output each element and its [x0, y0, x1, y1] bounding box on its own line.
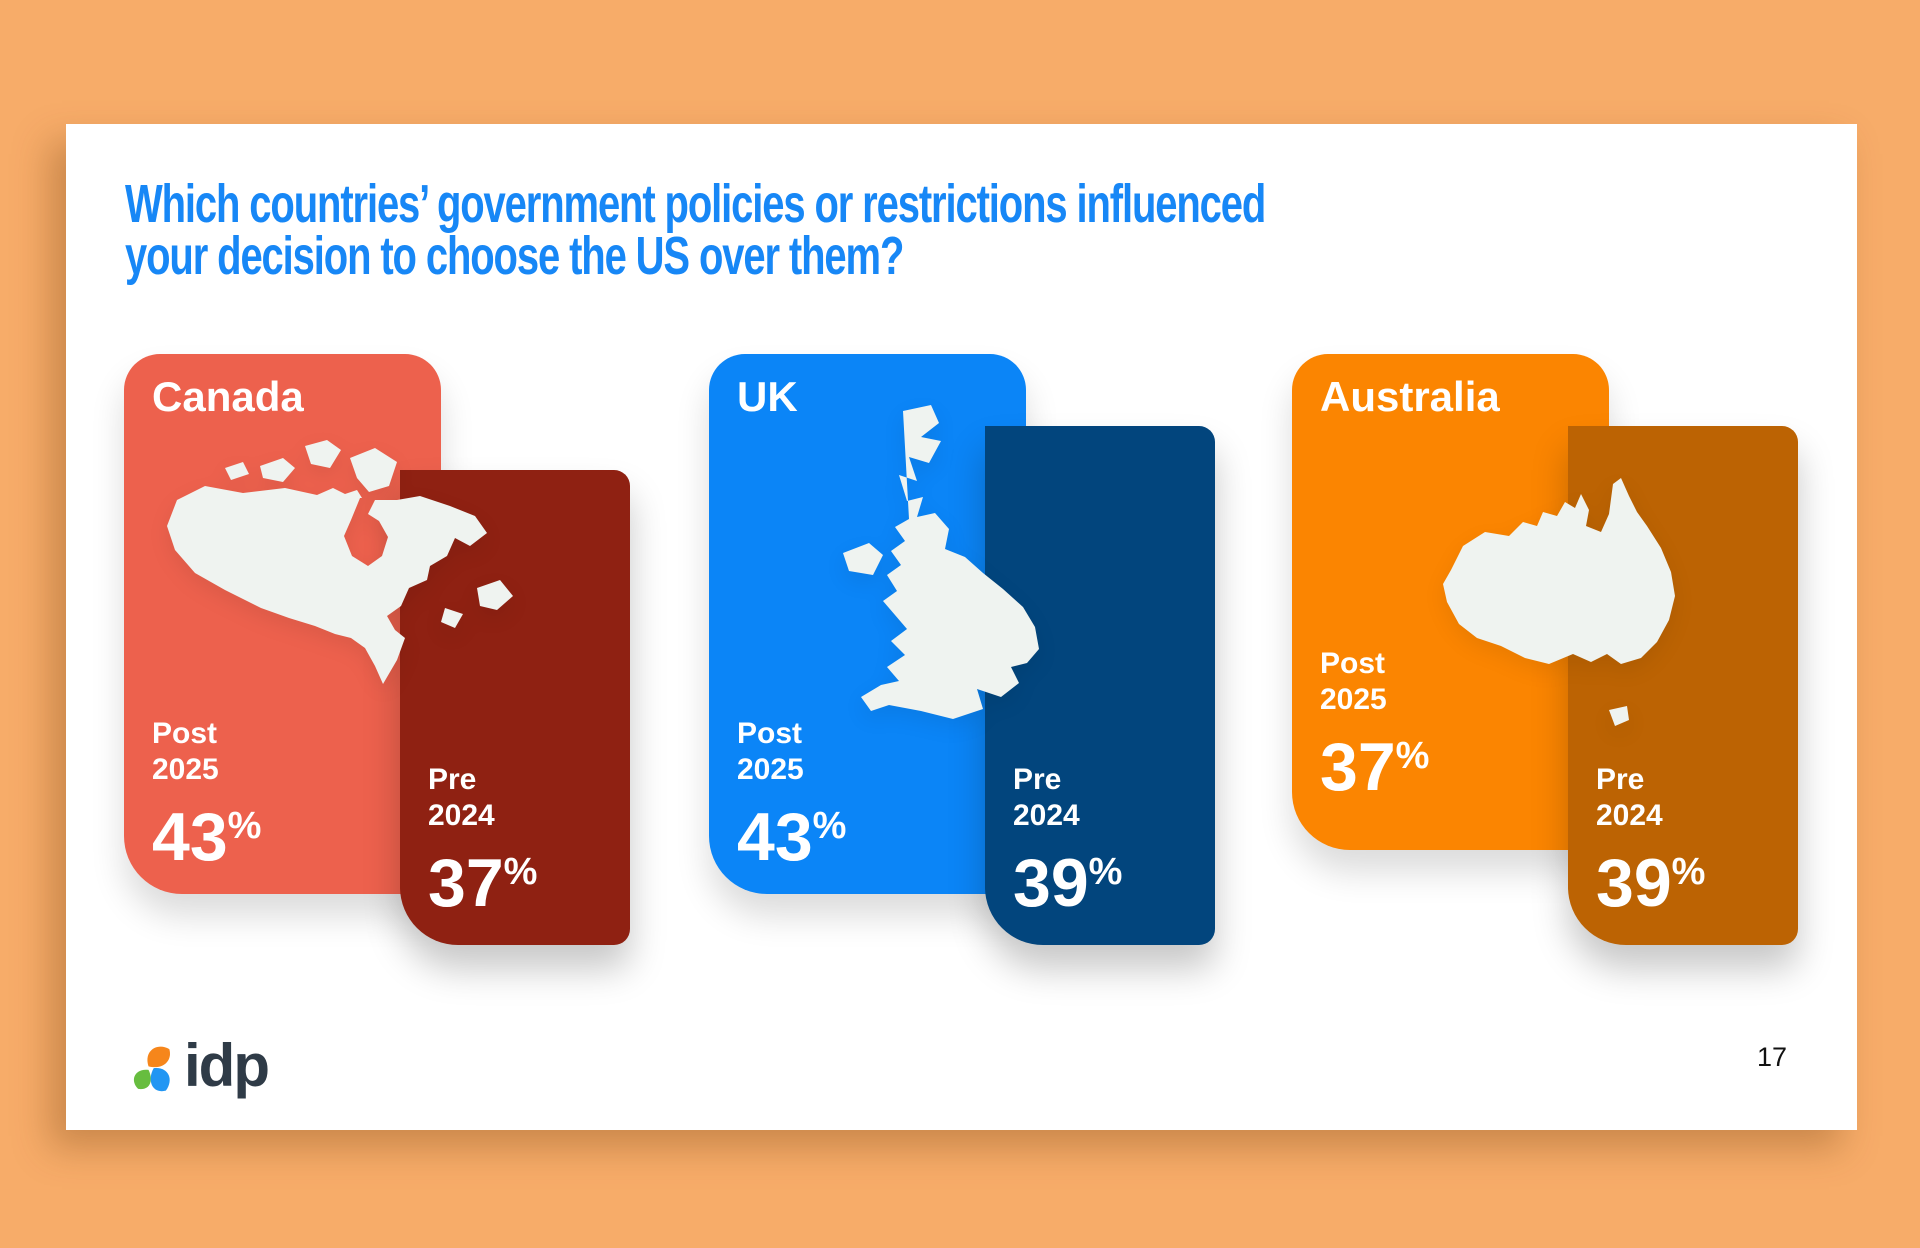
australia-pre-period-line1: Pre — [1596, 763, 1645, 796]
percent-sign: % — [812, 805, 847, 847]
page-number: 17 — [1756, 1042, 1788, 1072]
australia-label: Australia — [1320, 373, 1500, 420]
percent-sign: % — [227, 805, 262, 847]
canada-post-value: 43% — [152, 799, 262, 875]
uk-pre-period-line2: 2024 — [1013, 799, 1080, 832]
australia-post-period-line1: Post — [1320, 647, 1386, 680]
canada-label: Canada — [152, 373, 304, 420]
percent-sign: % — [1671, 851, 1706, 893]
canada-post-period-line2: 2025 — [152, 753, 219, 786]
idp-petal-green — [133, 1069, 151, 1090]
slide: Which countries’ government policies or … — [66, 124, 1857, 1130]
australia-post-value: 37% — [1320, 729, 1430, 805]
uk-post-period-line1: Post — [737, 717, 803, 750]
australia-pre-period-line2: 2024 — [1596, 799, 1663, 832]
percent-sign: % — [1088, 851, 1123, 893]
uk-post-period-line2: 2025 — [737, 753, 804, 786]
canada-pre-value: 37% — [428, 845, 538, 921]
idp-logo-text: idp — [184, 1032, 270, 1099]
canada-post-stat: Post 2025 43% — [152, 716, 261, 873]
uk-pre-stat: Pre 2024 39% — [1013, 762, 1122, 919]
australia-pre-card — [1568, 426, 1798, 945]
uk-pre-card — [985, 426, 1215, 945]
idp-petal-orange — [147, 1046, 171, 1068]
australia-post-stat: Post 2025 37% — [1320, 646, 1429, 803]
australia-map-silhouette — [1443, 478, 1675, 726]
uk-pre-value: 39% — [1013, 845, 1123, 921]
idp-petal-blue — [150, 1067, 170, 1092]
page-title-line1: Which countries’ government policies or … — [125, 174, 1266, 234]
canada-pre-period-line2: 2024 — [428, 799, 495, 832]
uk-post-value: 43% — [737, 799, 847, 875]
australia-post-period-line2: 2025 — [1320, 683, 1387, 716]
page-title-line2: your decision to choose the US over them… — [125, 226, 904, 286]
canada-post-period-line1: Post — [152, 717, 218, 750]
canada-pre-stat: Pre 2024 37% — [428, 762, 537, 919]
uk-map-silhouette — [843, 405, 1039, 719]
australia-pre-value: 39% — [1596, 845, 1706, 921]
percent-sign: % — [1395, 735, 1430, 777]
canada-map-silhouette — [167, 440, 513, 684]
uk-label: UK — [737, 373, 798, 420]
canada-pre-period-line1: Pre — [428, 763, 477, 796]
idp-logo-icon — [133, 1046, 171, 1092]
uk-post-stat: Post 2025 43% — [737, 716, 846, 873]
australia-pre-stat: Pre 2024 39% — [1596, 762, 1705, 919]
percent-sign: % — [503, 851, 538, 893]
page-title: Which countries’ government policies or … — [125, 174, 1266, 286]
idp-logo: idp — [126, 1032, 270, 1099]
uk-pre-period-line1: Pre — [1013, 763, 1062, 796]
